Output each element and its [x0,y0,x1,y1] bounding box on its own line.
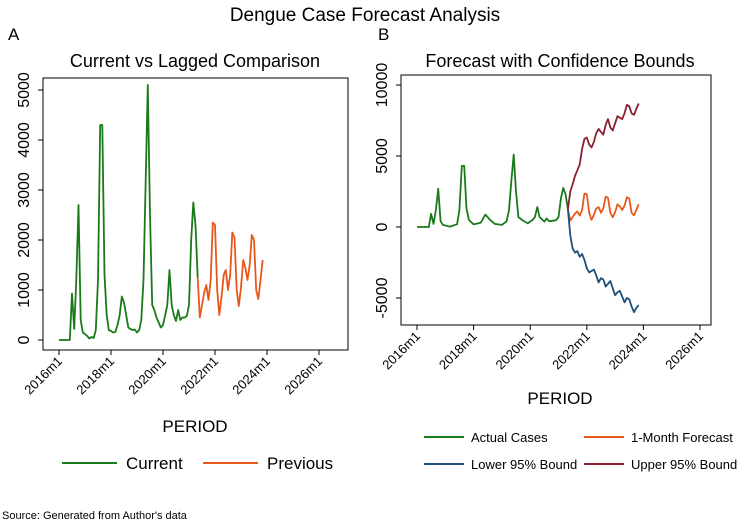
series-line-upper-95-bound [567,103,640,210]
y-tick-label: -5000 [374,277,391,318]
legend-label: 1-Month Forecast [631,430,733,445]
legend-label: Actual Cases [471,430,548,445]
panel-b-x-label: PERIOD [527,389,592,408]
y-tick-label: 10000 [374,63,391,108]
legend-label: Current [126,454,183,473]
panel-b-plot-frame [400,74,712,326]
panel-a-y-axis: 0 1000 2000 3000 4000 5000 [16,72,43,344]
legend-label: Previous [267,454,333,473]
panel-b-legend: Actual Cases 1-Month Forecast Lower 95% Bo… [424,430,737,472]
panel-a-letter: A [8,25,20,44]
y-tick-label: 4000 [16,122,33,158]
panel-a-title: Current vs Lagged Comparison [70,51,320,71]
panel-b-title: Forecast with Confidence Bounds [425,51,694,71]
y-tick-label: 0 [374,222,391,231]
series-line-actual-cases [417,153,569,228]
panel-a-plot-frame [42,77,349,351]
y-tick-label: 5000 [374,138,391,174]
figure-title: Dengue Case Forecast Analysis [230,5,500,26]
y-tick-label: 0 [16,335,33,344]
panel-a-legend: Current Previous [62,454,333,473]
series-line-current [59,84,199,341]
panel-a-x-label: PERIOD [162,417,227,436]
series-line-lower-95-bound [567,209,640,314]
panel-b-y-axis: -5000 0 5000 10000 [374,63,401,318]
panel-b-letter: B [378,25,389,44]
series-line-1-month-forecast [567,192,640,222]
legend-label: Lower 95% Bound [471,457,577,472]
source-note: Source: Generated from Author's data [2,510,188,522]
y-tick-label: 2000 [16,222,33,258]
series-line-previous [196,221,264,319]
y-tick-label: 1000 [16,272,33,308]
panel-a-series [59,84,264,341]
legend-label: Upper 95% Bound [631,457,737,472]
y-tick-label: 3000 [16,172,33,208]
panel-b-series [417,103,640,314]
y-tick-label: 5000 [16,72,33,108]
